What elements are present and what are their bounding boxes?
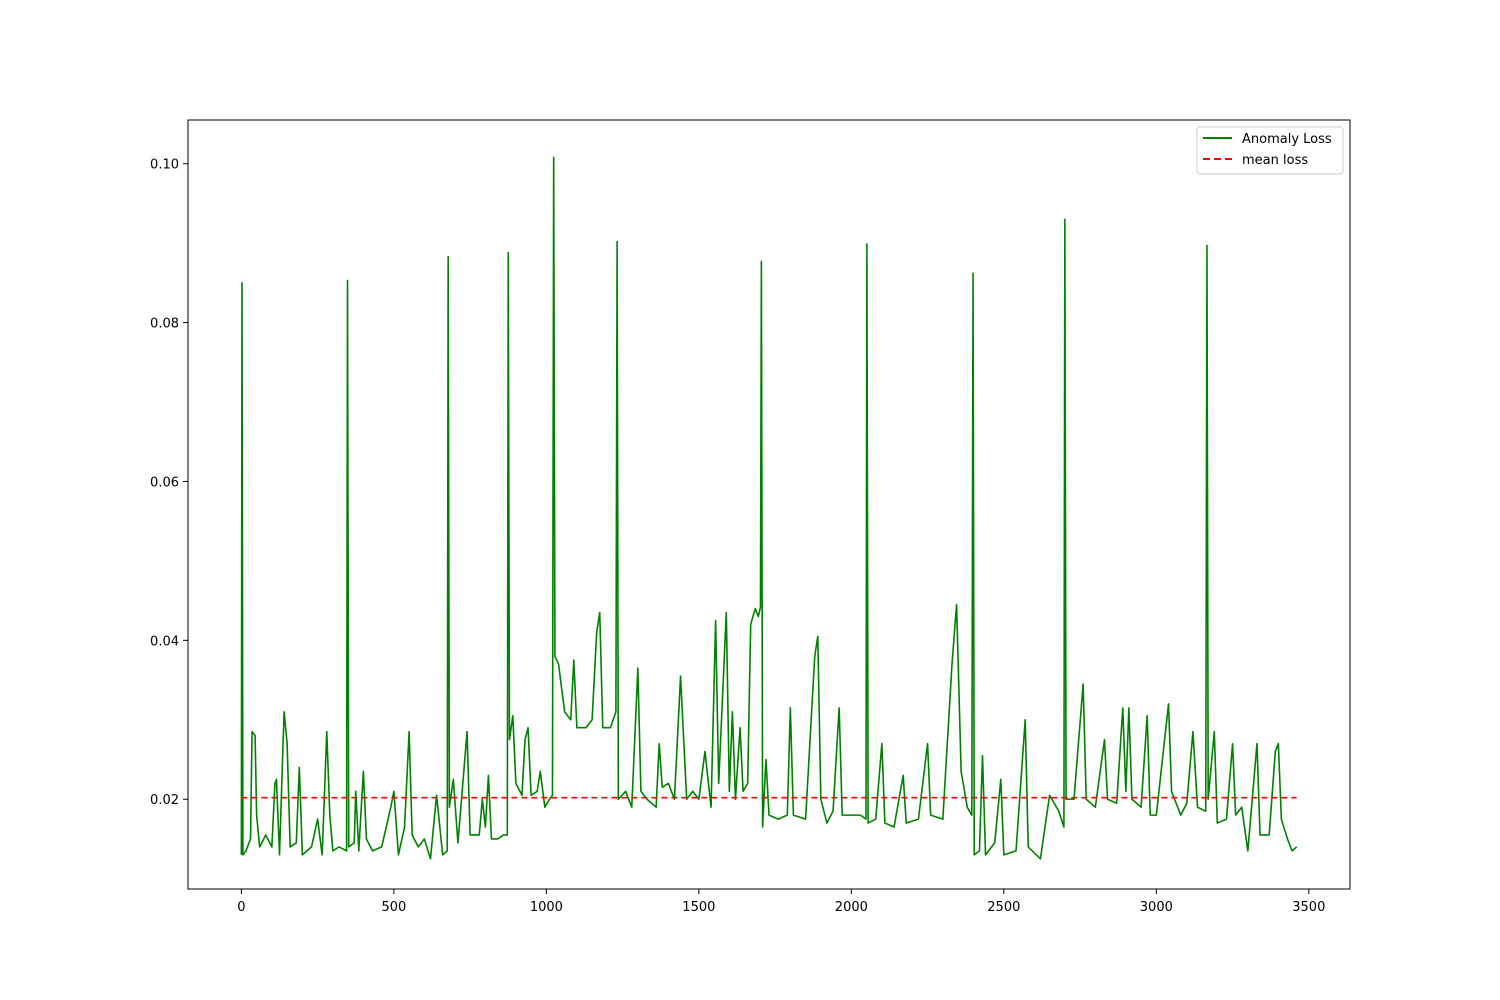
- x-tick-label: 1000: [530, 900, 563, 915]
- x-tick-label: 1500: [682, 900, 715, 915]
- x-axis-ticks: 0 500 1000 1500 2000 2500 3000 3500: [237, 889, 1325, 915]
- y-tick-label: 0.10: [150, 158, 179, 173]
- legend: Anomaly Loss mean loss: [1196, 126, 1344, 175]
- y-tick-label: 0.06: [150, 475, 179, 490]
- x-tick-label: 3000: [1140, 900, 1173, 915]
- legend-label-anomaly-loss: Anomaly Loss: [1242, 132, 1332, 147]
- legend-label-mean-loss: mean loss: [1242, 153, 1308, 168]
- y-axis-ticks: 0.02 0.04 0.06 0.08 0.10: [150, 158, 188, 808]
- y-tick-label: 0.08: [150, 317, 179, 332]
- x-tick-label: 500: [381, 900, 406, 915]
- axes-frame: [187, 119, 1351, 890]
- x-tick-label: 2000: [835, 900, 868, 915]
- y-tick-label: 0.02: [150, 793, 179, 808]
- x-tick-label: 2500: [987, 900, 1020, 915]
- x-tick-label: 3500: [1292, 900, 1325, 915]
- series-line-anomaly-loss: [240, 156, 1298, 860]
- x-tick-label: 0: [237, 900, 245, 915]
- legend-box: [1196, 126, 1344, 175]
- y-tick-label: 0.04: [150, 634, 179, 649]
- plot-lines: [240, 156, 1298, 860]
